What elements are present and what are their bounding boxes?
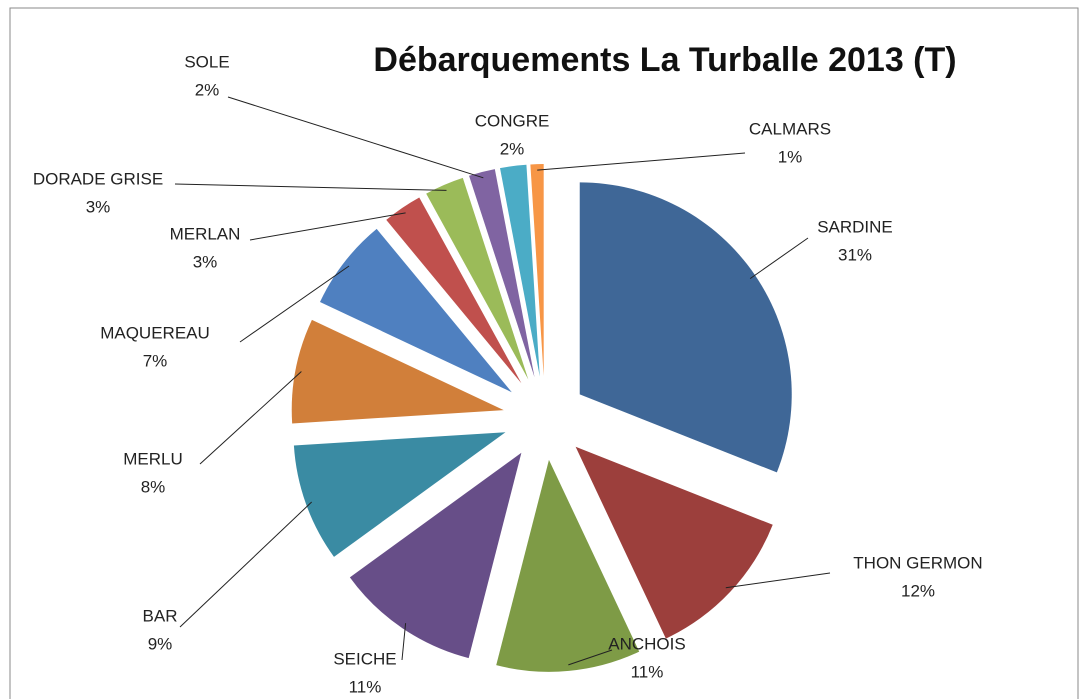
- category-label: MERLAN: [170, 224, 241, 243]
- leader-line: [249, 212, 406, 241]
- category-label: ANCHOIS: [608, 634, 685, 653]
- pie-slice: [291, 319, 504, 424]
- pie-slice: [386, 197, 522, 384]
- pie-slice: [426, 177, 529, 380]
- value-label: 2%: [500, 139, 525, 158]
- value-label: 8%: [141, 477, 166, 496]
- value-label: 7%: [143, 351, 168, 370]
- leader-line: [568, 649, 613, 666]
- pie-slice: [469, 169, 535, 378]
- value-label: 12%: [901, 581, 935, 600]
- leader-line: [725, 572, 831, 589]
- chart-title: Débarquements La Turballe 2013 (T): [373, 41, 956, 79]
- pie-slice: [319, 228, 512, 393]
- leader-line: [179, 501, 313, 628]
- pie-slice: [349, 452, 522, 659]
- pie-slice: [500, 164, 540, 377]
- leader-line: [199, 371, 302, 465]
- pie-slice: [496, 459, 640, 672]
- leader-line: [749, 237, 809, 280]
- category-label: THON GERMON: [853, 553, 982, 572]
- category-label: BAR: [143, 606, 178, 625]
- pie-slice: [579, 182, 792, 473]
- pie-slice: [293, 432, 506, 557]
- pie-slice: [530, 164, 544, 377]
- value-label: 9%: [148, 634, 173, 653]
- category-label: CONGRE: [475, 111, 550, 130]
- leader-line: [239, 265, 350, 343]
- category-label: SARDINE: [817, 217, 893, 236]
- value-label: 2%: [195, 80, 220, 99]
- value-label: 11%: [631, 662, 664, 681]
- category-label: SOLE: [184, 52, 229, 71]
- category-label: DORADE GRISE: [33, 169, 163, 188]
- value-label: 11%: [349, 677, 382, 696]
- category-label: SEICHE: [333, 649, 396, 668]
- category-label: MAQUEREAU: [100, 323, 210, 342]
- value-label: 3%: [193, 252, 218, 271]
- leader-line: [227, 96, 484, 179]
- category-label: CALMARS: [749, 119, 831, 138]
- leader-line: [401, 623, 407, 661]
- leader-line: [174, 183, 447, 191]
- category-label: MERLU: [123, 449, 183, 468]
- value-label: 1%: [778, 147, 803, 166]
- value-label: 31%: [838, 245, 872, 264]
- value-label: 3%: [86, 197, 111, 216]
- pie-slice: [575, 446, 773, 639]
- leader-line: [537, 152, 746, 171]
